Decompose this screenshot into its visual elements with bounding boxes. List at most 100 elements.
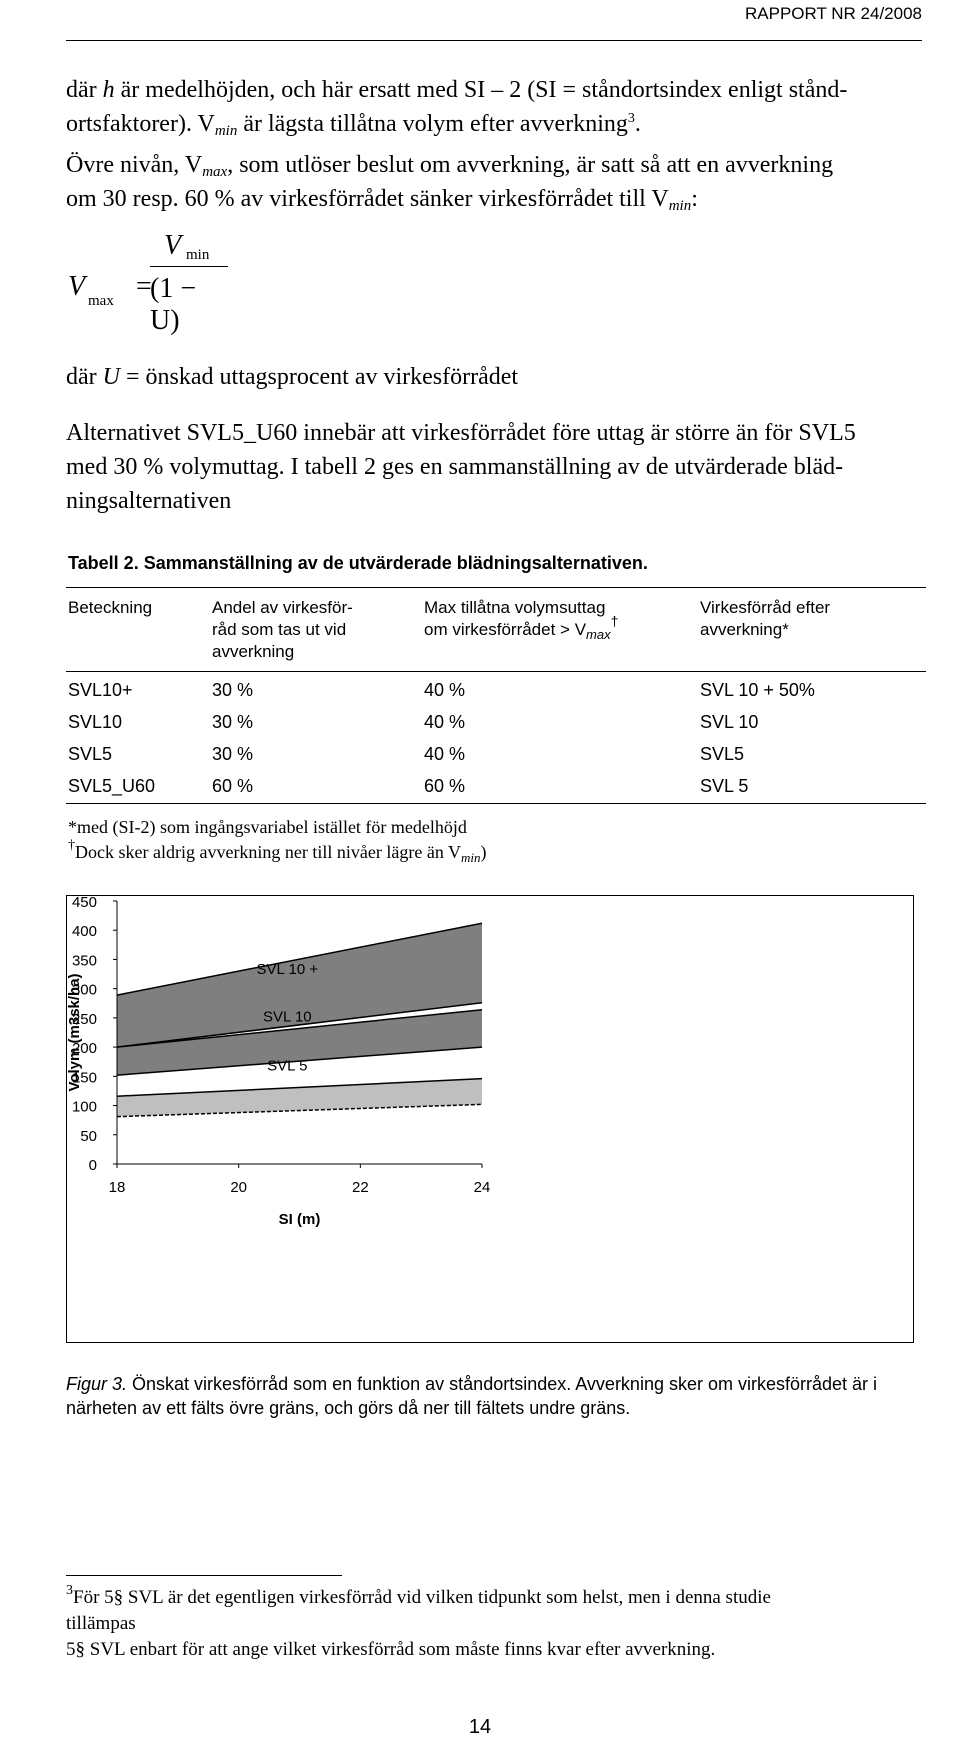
band-label: SVL 10: [263, 1008, 312, 1025]
variable-u: U: [102, 364, 120, 390]
x-axis-label: SI (m): [279, 1211, 321, 1228]
text-run: , som utlöser beslut om avverkning, är s…: [227, 152, 834, 178]
footnote-line: tillämpas: [66, 1613, 136, 1634]
y-tick-label: 300: [72, 982, 97, 999]
y-tick-label: 150: [72, 1069, 97, 1086]
figure-label: Figur 3.: [66, 1374, 128, 1394]
y-tick-label: 200: [72, 1040, 97, 1057]
text-run: är medelhöjden, och här ersatt med SI – …: [114, 77, 848, 103]
band-1-lower-line: [116, 1001, 483, 1048]
body-paragraph: Alternativet SVL5_U60 innebär att virkes…: [66, 416, 926, 518]
header-line: Max tillåtna volymsuttag: [424, 598, 606, 617]
header-line: avverkning: [212, 642, 295, 661]
subscript: max: [202, 164, 228, 180]
table-cell: SVL 10 + 50%: [700, 680, 815, 700]
header-line: om virkesförrådet > V: [424, 620, 587, 639]
page-number: 14: [468, 1716, 492, 1738]
y-tick-label: 400: [72, 923, 97, 940]
text-run: är lägsta tillåtna volym efter avverknin…: [237, 111, 628, 137]
text-run: :: [691, 186, 698, 212]
footnote-rule: [66, 1575, 342, 1576]
table-bottom-rule: [66, 803, 926, 804]
table-cell: 40 %: [424, 744, 466, 764]
text-run: = önskad uttagsprocent av virkesförrådet: [120, 364, 519, 390]
header-line: råd som tas ut vid: [212, 620, 347, 639]
figure-caption-text: Önskat virkesförråd som en funktion av s…: [66, 1374, 878, 1418]
formula-lhs-subscript: max: [88, 293, 114, 309]
running-header: RAPPORT NR 24/2008: [744, 4, 922, 23]
header-line: avverkning*: [700, 620, 789, 639]
header-line: Andel av virkesför-: [212, 598, 353, 617]
volume-chart: 0 50 100 150 200 250 300 350 400 450 18 20 22 24 SI (m…: [67, 896, 491, 1228]
header-rule: [66, 40, 922, 41]
x-tick-label: 22: [352, 1179, 369, 1196]
table-note-1: *med (SI-2) som ingångsvariabel istället…: [68, 817, 467, 837]
table-cell: SVL 10: [700, 712, 759, 732]
table-note-2: †Dock sker aldrig avverkning ner till ni…: [68, 839, 487, 865]
y-tick-label: 350: [72, 952, 97, 969]
x-tick-label: 20: [230, 1179, 247, 1196]
subscript: min: [214, 123, 238, 139]
footnote-number: 3: [66, 1583, 73, 1598]
table-cell: SVL10: [68, 712, 123, 732]
y-tick-label: 0: [89, 1157, 97, 1174]
chart-frame: 0 50 100 150 200 250 300 350 400 450 18 20 22 24 SI (m…: [66, 895, 914, 1343]
header-line: Virkesförråd efter: [700, 598, 831, 617]
paragraph-line: med 30 % volymuttag. I tabell 2 ges en s…: [66, 454, 844, 480]
formula-lhs: V: [68, 271, 86, 302]
footnote-line: För 5§ SVL är det egentligen virkesförrå…: [73, 1587, 771, 1608]
table-cell: SVL5: [700, 744, 745, 764]
band-1-upper-line: [116, 922, 483, 996]
band-3-lower-line: [116, 1103, 483, 1118]
paragraph-line: Alternativet SVL5_U60 innebär att virkes…: [66, 420, 856, 446]
band-label: SVL 10 +: [257, 961, 319, 978]
y-tick-label: 50: [80, 1128, 97, 1145]
subscript: min: [461, 850, 481, 865]
table-cell: SVL10+: [68, 680, 133, 700]
y-axis-label: Volym (m3sk/ha): [67, 973, 83, 1091]
text-run: .: [634, 111, 641, 137]
formula-denominator: (1 − U): [150, 273, 197, 336]
table-cell: 40 %: [424, 680, 466, 700]
table-top-rule: [66, 587, 926, 588]
figure-caption: Figur 3. Önskat virkesförråd som en funk…: [66, 1372, 926, 1420]
formula-numerator-subscript: min: [186, 247, 210, 263]
table-cell: 60 %: [424, 776, 466, 796]
table-header-rule: [66, 671, 926, 672]
paragraph-line: ningsalternativen: [66, 488, 232, 514]
fraction-bar: [150, 266, 228, 267]
table-header-max-removal: Max tillåtna volymsuttag om virkesförråd…: [424, 597, 618, 641]
band-2-area: [117, 1009, 482, 1076]
intro-paragraph-2: Övre nivån, Vmax, som utlöser beslut om …: [66, 148, 926, 216]
formula-numerator: V: [164, 230, 182, 261]
table-cell: 40 %: [424, 712, 466, 732]
band-2-upper-line: [116, 1008, 483, 1048]
x-tick-label: 24: [474, 1179, 491, 1196]
text-run: Övre nivån, V: [66, 152, 203, 178]
table-header-stock-after: Virkesförråd efter avverkning*: [700, 597, 830, 641]
table-header-designation: Beteckning: [68, 598, 153, 617]
band-2-lower-line: [116, 1046, 483, 1076]
table-caption: Tabell 2. Sammanställning av de utvärder…: [68, 553, 648, 573]
band-label: SVL 5: [267, 1057, 307, 1074]
table-cell: 30 %: [212, 744, 254, 764]
table-cell: SVL5_U60: [68, 776, 156, 796]
intro-paragraph-1: där h är medelhöjden, och här ersatt med…: [66, 73, 926, 141]
table-cell: SVL5: [68, 744, 113, 764]
formula-equals: =: [136, 271, 152, 302]
footnote-ref: 3: [627, 111, 635, 126]
text-run: ): [480, 842, 487, 862]
text-run: om 30 resp. 60 % av virkesförrådet sänke…: [66, 186, 669, 212]
text-run-italic: h: [102, 77, 115, 103]
x-tick-label: 18: [109, 1179, 126, 1196]
formula: V max = V min (1 − U): [66, 225, 228, 336]
definition-line: där U = önskad uttagsprocent av virkesfö…: [66, 360, 926, 394]
text-run: ortsfaktorer). V: [66, 111, 215, 137]
dagger-mark: †: [610, 613, 619, 629]
table-header-share: Andel av virkesför- råd som tas ut vid a…: [212, 597, 353, 663]
table-cell: 30 %: [212, 712, 254, 732]
y-tick-label: 100: [72, 1099, 97, 1116]
subscript: min: [668, 198, 692, 214]
table-cell: SVL 5: [700, 776, 749, 796]
footnote: 3För 5§ SVL är det egentligen virkesförr…: [66, 1583, 926, 1663]
